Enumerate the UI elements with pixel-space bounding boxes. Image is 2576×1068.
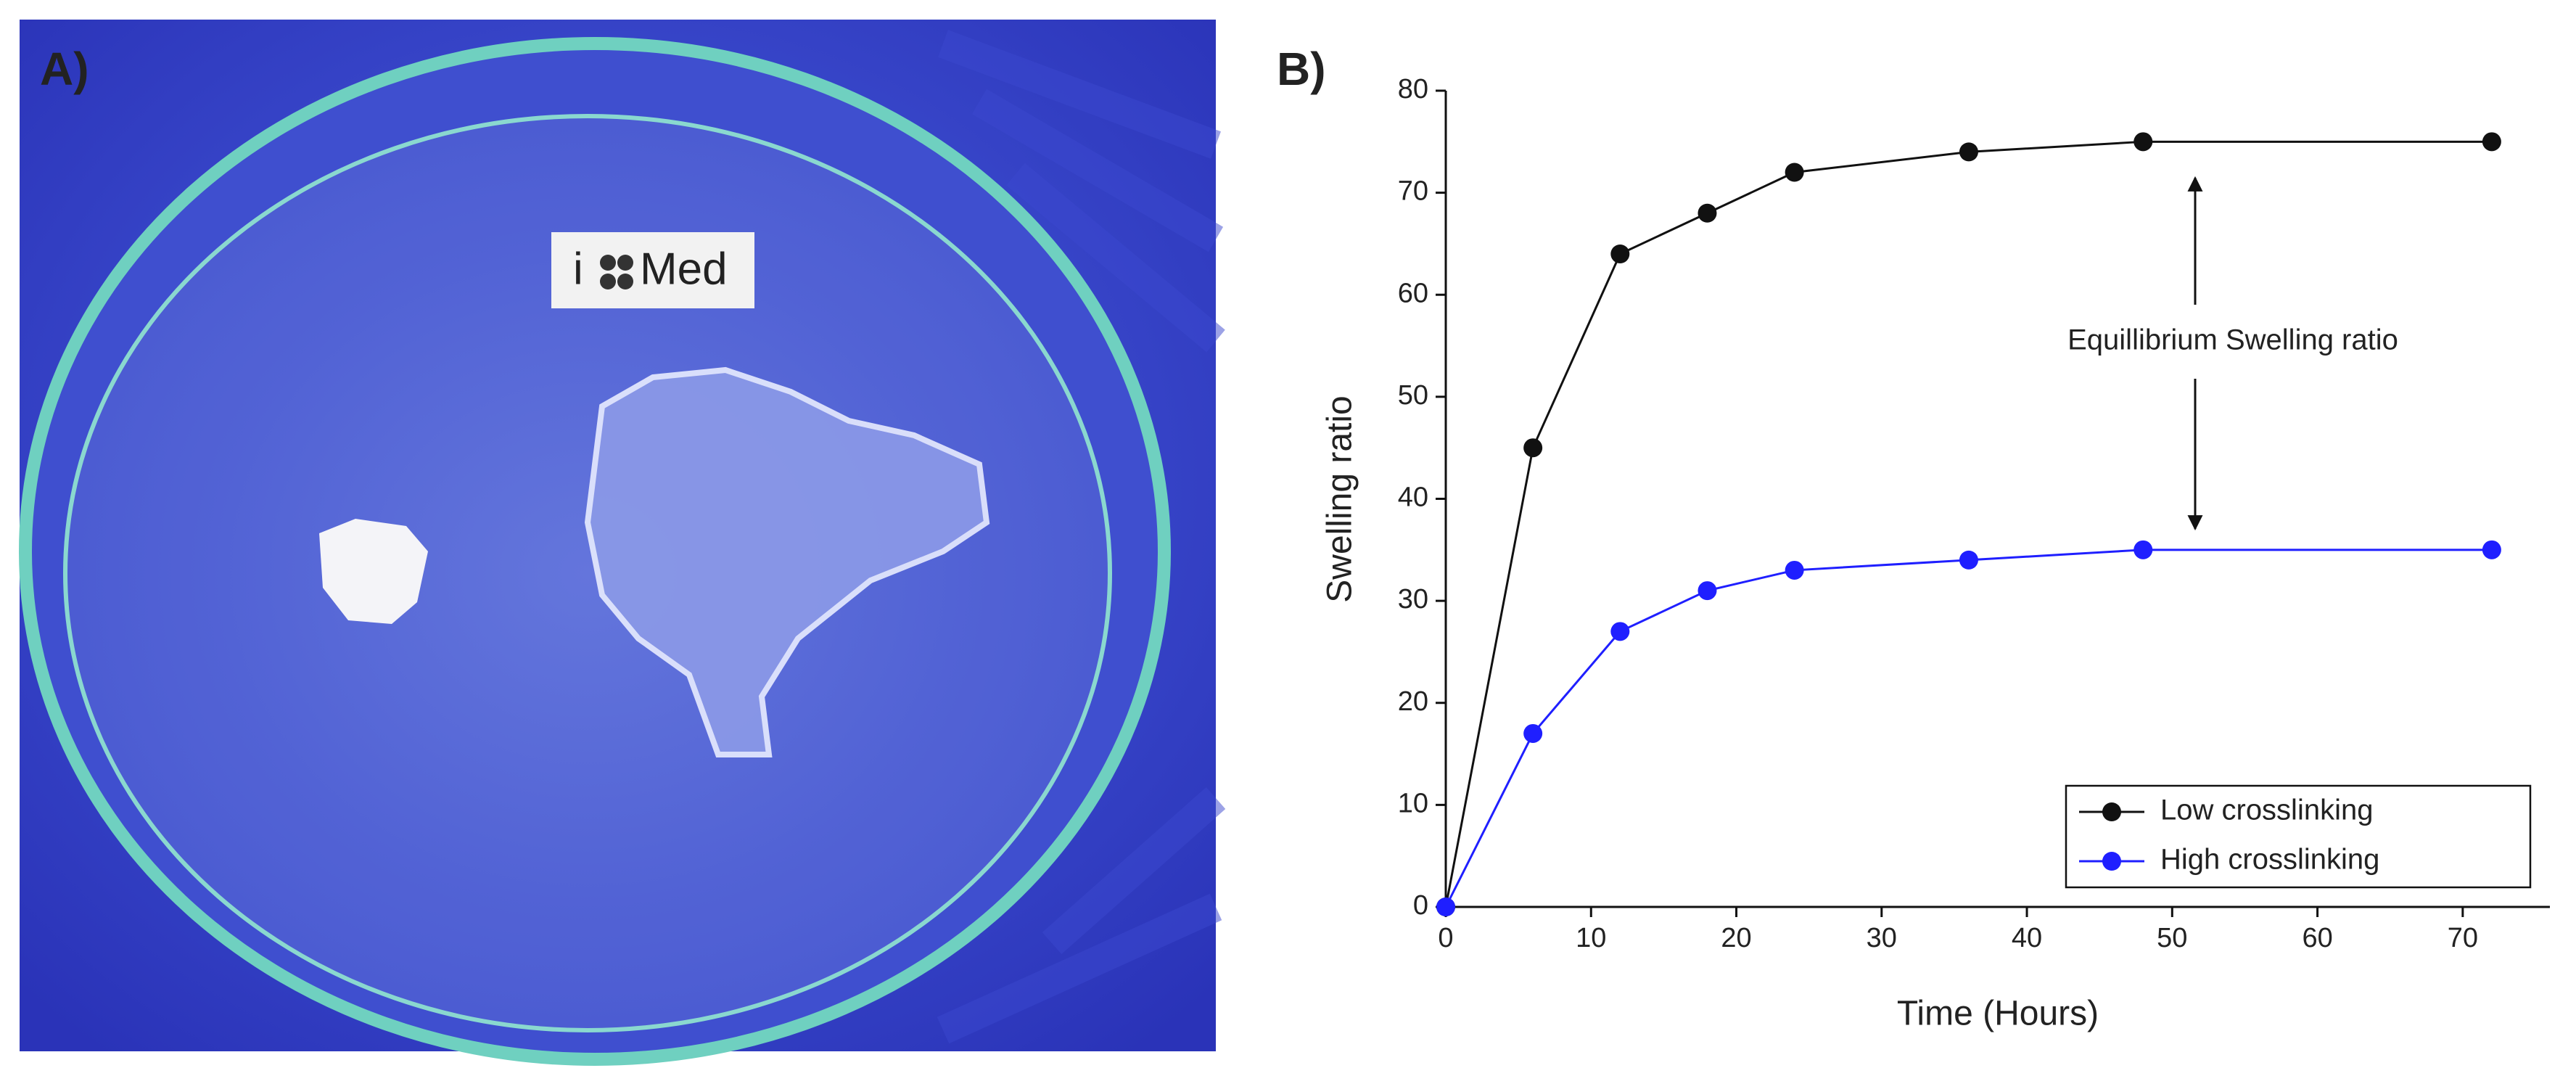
dry-sample (319, 519, 428, 624)
data-point (1610, 622, 1630, 641)
x-tick-label: 40 (2012, 923, 2042, 953)
data-point (1610, 245, 1630, 263)
data-point (1698, 203, 1717, 223)
label-text: i (573, 244, 583, 294)
legend-label: Low crosslinking (2160, 794, 2373, 826)
x-tick-label: 30 (1867, 923, 1897, 953)
data-point (2482, 540, 2501, 559)
x-tick-label: 20 (1721, 923, 1751, 953)
x-tick-label: 70 (2448, 923, 2478, 953)
panel-label: A) (40, 43, 89, 95)
label-icon (600, 255, 633, 289)
y-tick-label: 40 (1398, 482, 1428, 513)
photo-panel: i Med A) (19, 20, 1226, 1066)
photo-folds (937, 30, 1226, 1044)
data-point (1698, 581, 1717, 601)
legend-marker (2102, 852, 2121, 871)
y-tick-label: 30 (1398, 584, 1428, 615)
legend-marker (2102, 802, 2121, 821)
data-point (1959, 550, 1978, 570)
data-point (1959, 142, 1978, 162)
paper-label (551, 232, 754, 308)
y-tick-label: 50 (1398, 380, 1428, 411)
y-tick-label: 0 (1413, 890, 1428, 921)
data-point (1785, 560, 1804, 580)
x-axis-title: Time (Hours) (1897, 995, 2099, 1033)
series-line (1444, 549, 2492, 908)
y-tick-label: 80 (1398, 74, 1428, 104)
data-point (2482, 132, 2501, 152)
x-tick-label: 60 (2302, 923, 2332, 953)
petri-dish (63, 114, 1112, 1032)
x-tick-label: 50 (2157, 923, 2187, 953)
y-tick-label: 60 (1398, 278, 1428, 308)
legend-box (2065, 784, 2532, 889)
series-line (1444, 140, 2492, 908)
y-tick-label: 10 (1398, 788, 1428, 818)
data-point (1523, 438, 1543, 458)
x-tick-label: 10 (1576, 923, 1606, 953)
legend-label: High crosslinking (2160, 844, 2379, 876)
panel-label: B) (1277, 43, 1326, 95)
chart: 0 10 20 30 40 50 60 70 80 0 10 20 30 40 50 60 70 Low cros… (1398, 74, 2550, 953)
label-text: Med (640, 244, 728, 294)
x-tick-label: 0 (1438, 923, 1453, 953)
annotation: Equillibrium Swelling ratio (2067, 324, 2398, 356)
data-point (1523, 723, 1543, 743)
data-point (2133, 132, 2153, 152)
data-point (2133, 540, 2153, 559)
y-tick-label: 20 (1398, 686, 1428, 717)
y-axis-title: Swelling ratio (1321, 395, 1359, 602)
data-point (1436, 897, 1455, 916)
data-point (1785, 163, 1804, 182)
swollen-hydrogel (584, 366, 990, 757)
y-tick-label: 70 (1398, 176, 1428, 207)
